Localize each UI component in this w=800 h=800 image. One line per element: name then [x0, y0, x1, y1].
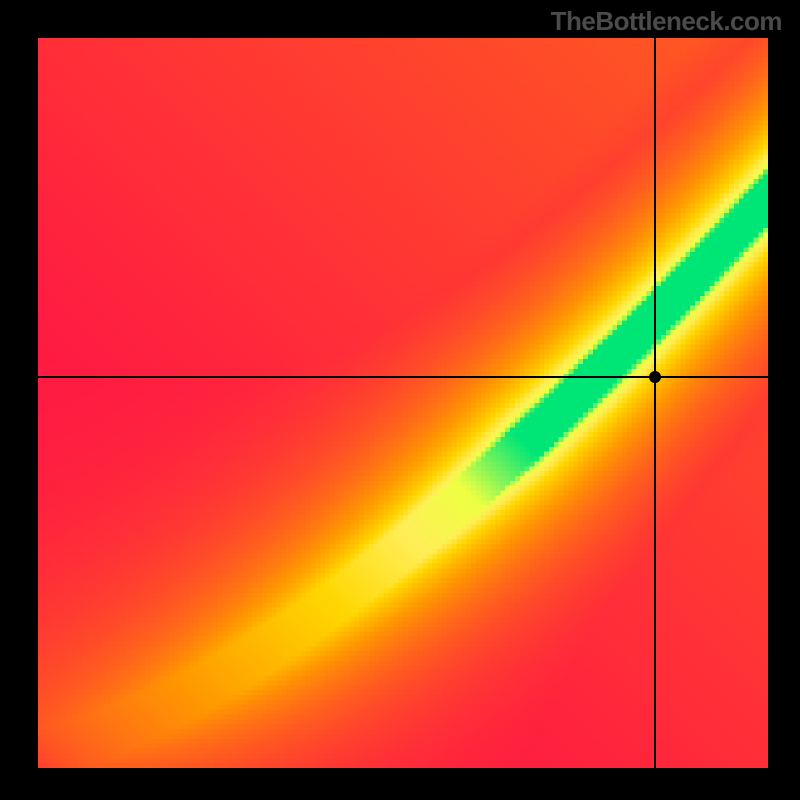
watermark-text: TheBottleneck.com: [551, 6, 782, 37]
bottleneck-heatmap: [38, 38, 768, 768]
crosshair-marker: [649, 371, 661, 383]
chart-container: TheBottleneck.com: [0, 0, 800, 800]
plot-border-left: [36, 38, 38, 768]
plot-border-bottom: [38, 768, 768, 770]
crosshair-vertical: [654, 38, 656, 768]
